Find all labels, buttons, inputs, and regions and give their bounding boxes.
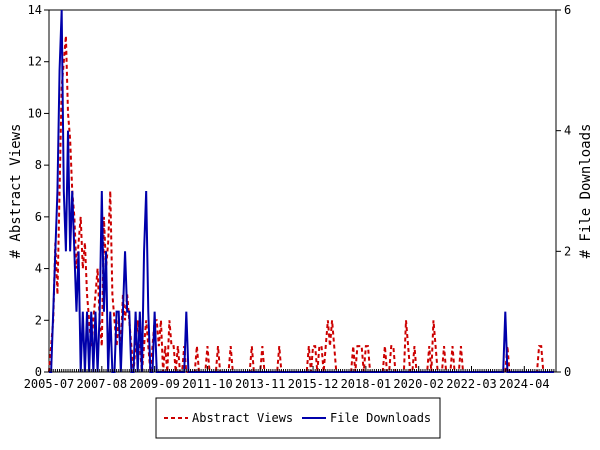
left-axis-tick-label: 10 bbox=[28, 106, 42, 120]
right-axis-title: # File Downloads bbox=[578, 124, 594, 259]
left-axis: 0 2 4 6 8 10 12 14 bbox=[28, 3, 49, 379]
right-axis-tick-label: 4 bbox=[564, 124, 571, 138]
right-axis-tick-label: 0 bbox=[564, 365, 571, 379]
series-layer bbox=[48, 9, 554, 373]
x-axis-tick-label: 2015-12 bbox=[288, 377, 339, 391]
legend-box bbox=[155, 397, 441, 439]
x-axis-tick-label: 2018-01 bbox=[341, 377, 392, 391]
legend-label-abstract-views: Abstract Views bbox=[192, 411, 293, 425]
left-axis-tick-label: 12 bbox=[28, 55, 42, 69]
plot-frame bbox=[48, 9, 557, 373]
x-axis-tick-label: 2005-07 bbox=[24, 377, 75, 391]
left-axis-title: # Abstract Views bbox=[8, 124, 24, 259]
left-axis-tick-label: 6 bbox=[35, 210, 42, 224]
right-axis-tick-label: 2 bbox=[564, 244, 571, 258]
left-axis-tick-label: 4 bbox=[35, 262, 42, 276]
x-axis-tick-label: 2020-02 bbox=[393, 377, 444, 391]
x-axis-tick-label: 2007-08 bbox=[77, 377, 128, 391]
x-axis-tick-label: 2009-09 bbox=[129, 377, 180, 391]
right-axis-tick-label: 6 bbox=[564, 3, 571, 17]
left-axis-tick-label: 14 bbox=[28, 3, 42, 17]
plot-area bbox=[48, 9, 557, 373]
legend-label-file-downloads: File Downloads bbox=[330, 411, 431, 425]
left-axis-tick-label: 8 bbox=[35, 158, 42, 172]
series-line-file-downloads bbox=[49, 9, 554, 373]
legend: Abstract Views File Downloads bbox=[155, 397, 441, 439]
series-line-abstract-views bbox=[48, 35, 554, 373]
x-axis-tick-label: 2022-03 bbox=[446, 377, 497, 391]
right-axis: 0 2 4 6 bbox=[556, 3, 571, 379]
x-axis-tick-label: 2013-11 bbox=[235, 377, 286, 391]
left-axis-tick-label: 0 bbox=[35, 365, 42, 379]
x-axis-tick-label: 2024-04 bbox=[499, 377, 550, 391]
x-axis-tick-label: 2011-10 bbox=[182, 377, 233, 391]
x-axis: 2005-07 2007-08 2009-09 2011-10 2013-11 2015-… bbox=[24, 366, 557, 391]
left-axis-tick-label: 2 bbox=[35, 313, 42, 327]
